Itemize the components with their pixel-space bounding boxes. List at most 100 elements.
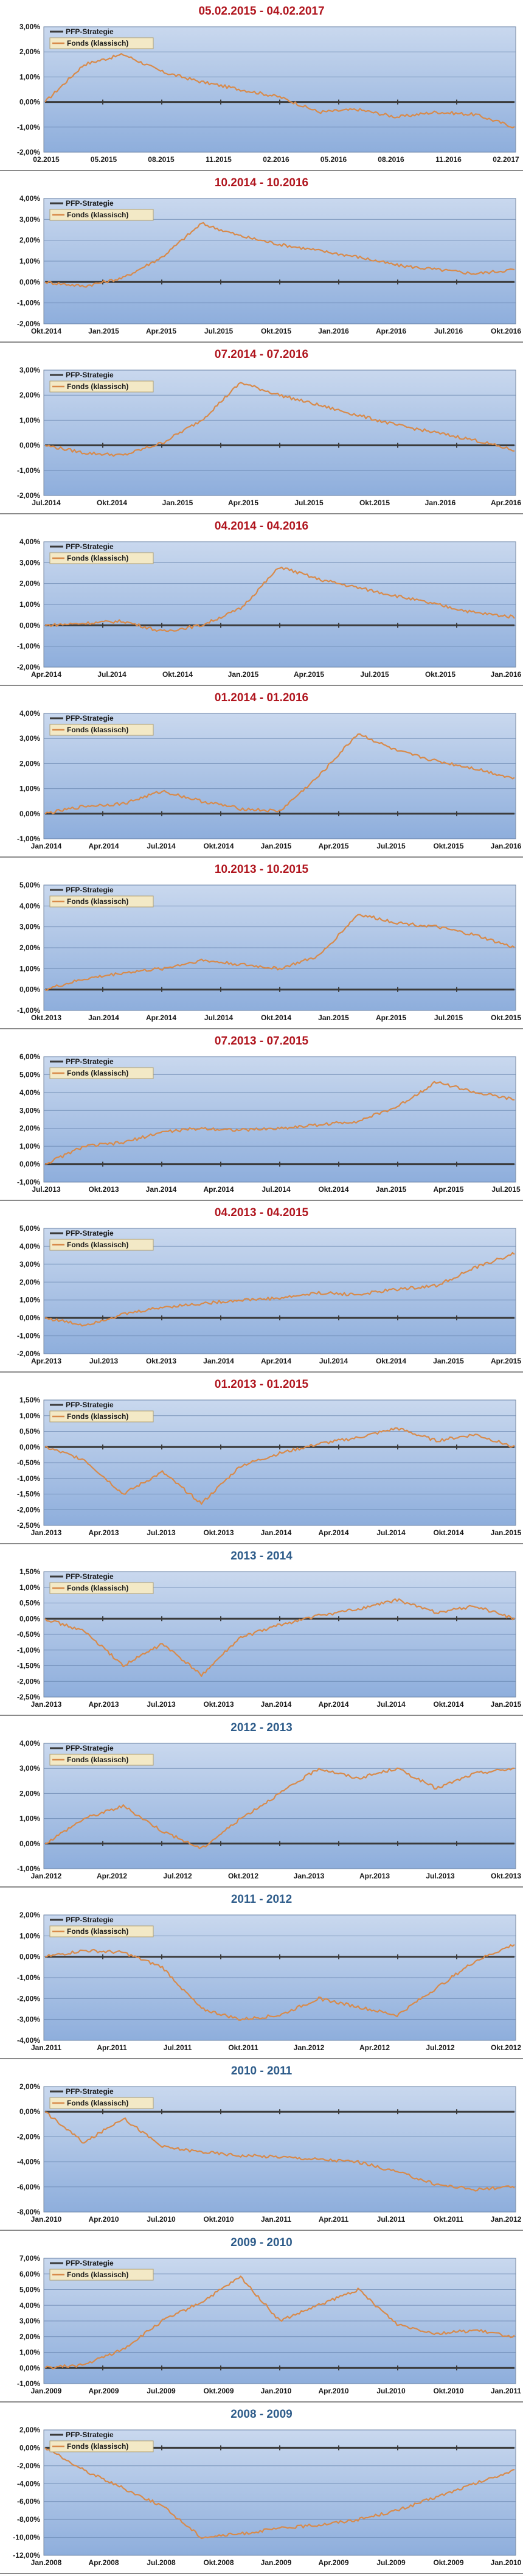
panel-separator bbox=[0, 170, 523, 171]
x-tick-label: Apr.2013 bbox=[88, 1528, 119, 1537]
legend-label-pfp: PFP-Strategie bbox=[66, 371, 114, 379]
line-chart: 4,00%3,00%2,00%1,00%0,00%-1,00%-2,00%Apr… bbox=[17, 537, 522, 679]
line-chart: 2,00%0,00%-2,00%-4,00%-6,00%-8,00%Jan.20… bbox=[17, 2082, 522, 2224]
y-tick-label: 2,00% bbox=[19, 943, 40, 952]
y-tick-label: 0,00% bbox=[19, 1160, 40, 1169]
x-tick-label: Jul.2009 bbox=[376, 2558, 406, 2567]
y-tick-label: 4,00% bbox=[19, 537, 40, 546]
legend-label-pfp: PFP-Strategie bbox=[66, 1744, 114, 1752]
legend-label-pfp: PFP-Strategie bbox=[66, 542, 114, 551]
x-tick-label: Okt.2010 bbox=[203, 2215, 234, 2224]
legend: PFP-Strategie Fonds (klassisch) bbox=[49, 542, 154, 564]
legend-label-fonds: Fonds (klassisch) bbox=[67, 39, 128, 47]
panel-separator bbox=[0, 513, 523, 514]
x-tick-label: Okt.2012 bbox=[491, 2043, 521, 2052]
x-tick-label: Okt.2014 bbox=[318, 1185, 348, 1194]
legend-box bbox=[49, 1925, 154, 1937]
y-tick-label: 1,00% bbox=[19, 1815, 40, 1823]
line-chart: 4,00% 3,00% 2,00% 1,00% 0,00% -1,00%Jan.2012 A… bbox=[17, 1739, 521, 1880]
chart-title: 01.2014 - 01.2016 bbox=[214, 691, 309, 704]
legend-label-fonds: Fonds (klassisch) bbox=[67, 382, 128, 391]
y-tick-label: -2,00% bbox=[17, 491, 40, 500]
x-tick-label: Jan.2015 bbox=[491, 1528, 522, 1537]
legend: PFP-Strategie Fonds (klassisch) bbox=[49, 1744, 154, 1766]
y-tick-label: 5,00% bbox=[19, 1224, 40, 1233]
x-tick-label: Jul.2013 bbox=[32, 1185, 61, 1194]
x-tick-label: Jul.2014 bbox=[147, 842, 176, 850]
x-tick-label: Okt.2013 bbox=[31, 1013, 61, 1022]
panel-separator bbox=[0, 2058, 523, 2059]
x-tick-label: Apr.2014 bbox=[203, 1185, 234, 1194]
chart-panel: 04.2014 - 04.2016 4,00% 3,00% 2,00% 1,00% 0,0… bbox=[0, 515, 523, 687]
x-tick-label: Apr.2015 bbox=[228, 499, 258, 507]
y-tick-label: -1,50% bbox=[17, 1662, 40, 1670]
x-tick-label: Jan.2011 bbox=[491, 2387, 521, 2395]
x-tick-label: Jan.2016 bbox=[318, 327, 349, 335]
legend-label-fonds: Fonds (klassisch) bbox=[67, 1755, 128, 1764]
legend-label-fonds: Fonds (klassisch) bbox=[67, 1241, 128, 1249]
y-tick-label: 1,00% bbox=[19, 1583, 40, 1592]
x-tick-label: Apr.2016 bbox=[376, 327, 406, 335]
line-chart: 4,00%3,00%2,00%1,00%0,00%-1,00%-2,00%Okt… bbox=[17, 194, 521, 335]
legend: PFP-Strategie Fonds (klassisch) bbox=[49, 199, 154, 221]
y-tick-label: 0,00% bbox=[19, 810, 40, 818]
x-tick-label: Jan.2014 bbox=[146, 1185, 177, 1194]
legend-label-fonds: Fonds (klassisch) bbox=[67, 1927, 128, 1936]
x-tick-label: Jan.2009 bbox=[31, 2387, 62, 2395]
x-tick-label: Jul.2010 bbox=[147, 2215, 176, 2224]
chart-title: 10.2013 - 10.2015 bbox=[214, 863, 309, 876]
panel-separator bbox=[0, 2573, 523, 2574]
legend-box bbox=[49, 552, 154, 564]
y-tick-label: 1,00% bbox=[19, 1412, 40, 1420]
x-tick-label: Jan.2013 bbox=[31, 1700, 62, 1709]
y-tick-label: 0,50% bbox=[19, 1427, 40, 1436]
chart-panel: 01.2014 - 01.2016 4,00% 3,00% 2,00% 1,00% 0,0… bbox=[0, 687, 523, 858]
series-line-fonds-klassisch bbox=[44, 1427, 515, 1505]
y-tick-label: -1,00% bbox=[17, 1864, 40, 1873]
x-tick-label: Apr.2015 bbox=[294, 670, 324, 679]
panel-separator bbox=[0, 1200, 523, 1201]
y-tick-label: 1,00% bbox=[19, 964, 40, 973]
x-tick-label: Jan.2009 bbox=[261, 2558, 292, 2567]
legend: PFP-Strategie Fonds (klassisch) bbox=[49, 2431, 154, 2452]
x-tick-label: Okt.2015 bbox=[261, 327, 291, 335]
y-tick-label: 3,00% bbox=[19, 1260, 40, 1269]
x-tick-label: Jan.2012 bbox=[31, 1872, 62, 1880]
y-tick-label: -1,00% bbox=[17, 642, 40, 651]
y-tick-label: 2,00% bbox=[19, 759, 40, 768]
y-tick-label: 3,00% bbox=[19, 558, 40, 567]
y-tick-label: -2,50% bbox=[17, 1521, 40, 1530]
x-tick-label: 02.2015 bbox=[33, 155, 60, 164]
x-tick-label: Apr.2014 bbox=[318, 1700, 348, 1709]
x-tick-label: Apr.2015 bbox=[376, 1013, 406, 1022]
y-tick-label: -2,00% bbox=[17, 663, 40, 671]
x-tick-label: Jan.2015 bbox=[491, 1700, 522, 1709]
y-tick-label: -4,00% bbox=[17, 2036, 40, 2045]
legend-label-fonds: Fonds (klassisch) bbox=[67, 554, 128, 562]
chart-title: 10.2014 - 10.2016 bbox=[214, 177, 309, 189]
y-tick-label: 0,00% bbox=[19, 278, 40, 286]
y-tick-label: -2,00% bbox=[17, 2132, 40, 2141]
x-tick-label: Okt.2014 bbox=[31, 327, 61, 335]
y-tick-label: -1,00% bbox=[17, 299, 40, 307]
y-tick-label: 3,00% bbox=[19, 734, 40, 743]
x-tick-label: Jul.2012 bbox=[426, 2043, 455, 2052]
x-tick-label: Jan.2010 bbox=[261, 2387, 292, 2395]
x-tick-label: 05.2016 bbox=[320, 155, 347, 164]
y-tick-label: 2,00% bbox=[19, 47, 40, 56]
chart-title: 2010 - 2011 bbox=[230, 2065, 293, 2077]
y-tick-label: 0,00% bbox=[19, 1314, 40, 1322]
x-tick-label: Jul.2014 bbox=[97, 670, 126, 679]
panel-separator bbox=[0, 1543, 523, 1544]
x-tick-label: 08.2015 bbox=[148, 155, 175, 164]
y-tick-label: -1,00% bbox=[17, 835, 40, 843]
panel-separator bbox=[0, 1715, 523, 1716]
x-tick-label: 02.2016 bbox=[263, 155, 289, 164]
y-tick-label: 3,00% bbox=[19, 366, 40, 374]
legend-box bbox=[49, 209, 154, 221]
x-tick-label: Jul.2013 bbox=[147, 1528, 176, 1537]
x-tick-label: Jan.2013 bbox=[31, 1528, 62, 1537]
x-tick-label: Jan.2008 bbox=[31, 2558, 62, 2567]
y-tick-label: 0,00% bbox=[19, 1953, 40, 1961]
chart-title: 2013 - 2014 bbox=[230, 1550, 293, 1563]
